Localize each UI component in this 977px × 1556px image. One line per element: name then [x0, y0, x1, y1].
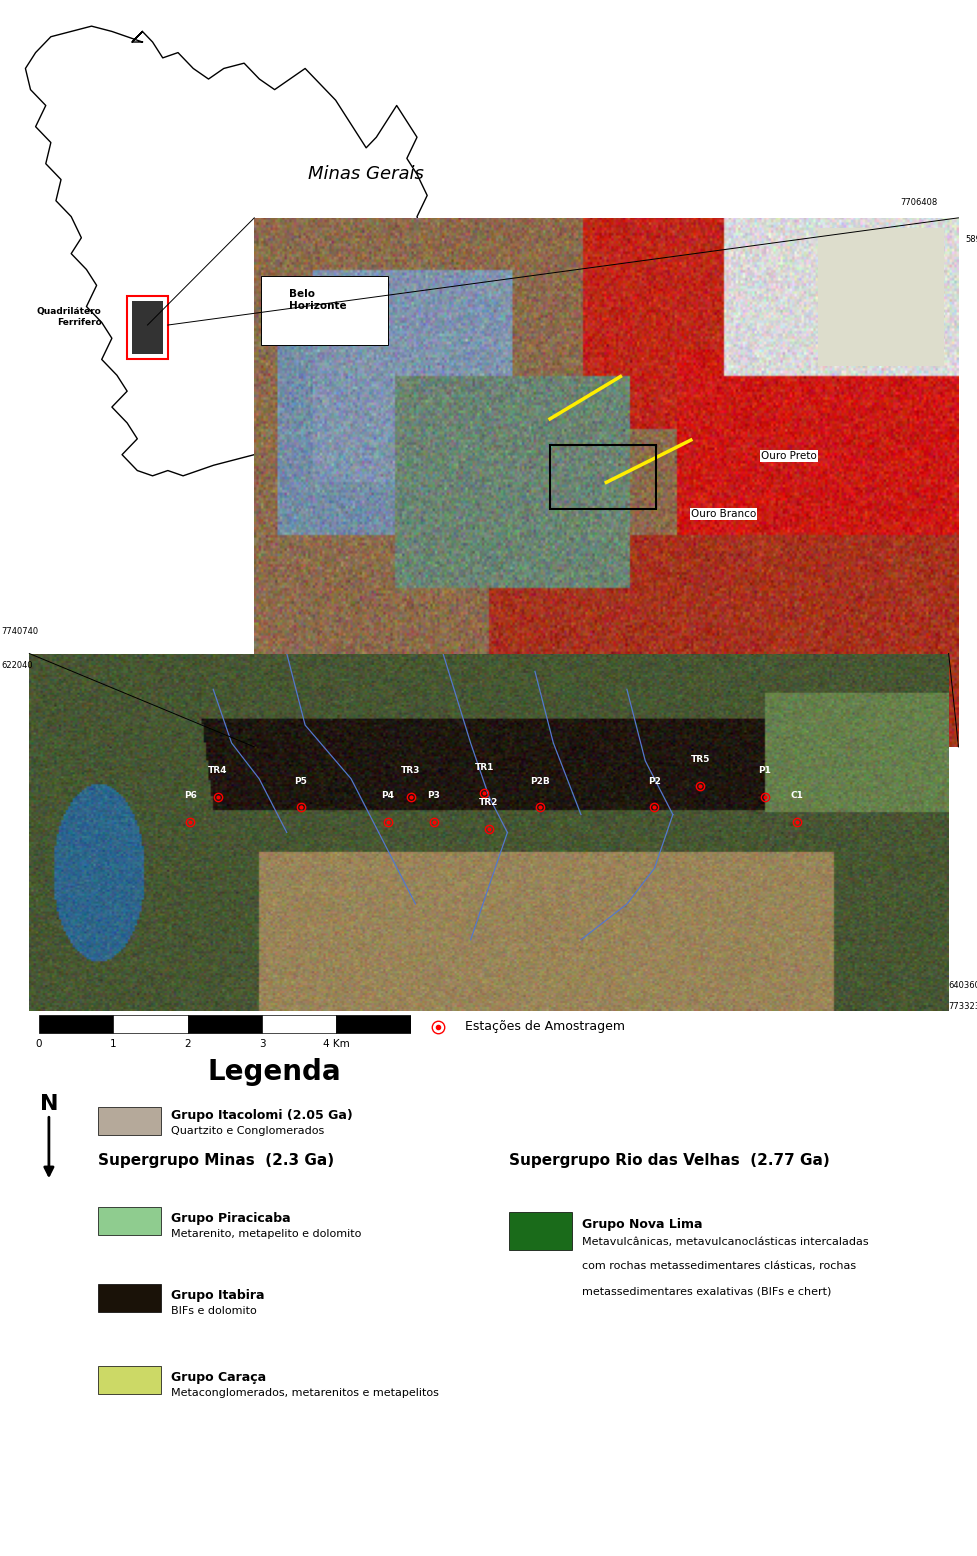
- Text: TR4: TR4: [208, 766, 228, 775]
- Text: 589037: 589037: [964, 235, 977, 243]
- Text: com rochas metassedimentares clásticas, rochas: com rochas metassedimentares clásticas, …: [581, 1262, 855, 1271]
- Bar: [113, 1015, 188, 1033]
- Text: TR2: TR2: [479, 798, 498, 808]
- Text: Supergrupo Minas  (2.3 Ga): Supergrupo Minas (2.3 Ga): [98, 1153, 333, 1169]
- Text: Grupo Caraça: Grupo Caraça: [171, 1371, 266, 1385]
- Bar: [98, 1106, 161, 1134]
- Text: BIFs e dolomito: BIFs e dolomito: [171, 1305, 257, 1315]
- Text: 7706408: 7706408: [899, 198, 936, 207]
- Text: 7823071: 7823071: [306, 795, 343, 803]
- Text: Supergrupo Rio das Velhas  (2.77 Ga): Supergrupo Rio das Velhas (2.77 Ga): [508, 1153, 828, 1169]
- Text: Minas Gerais: Minas Gerais: [308, 165, 424, 184]
- Text: Metaconglomerados, metarenitos e metapelitos: Metaconglomerados, metarenitos e metapel…: [171, 1388, 439, 1397]
- Text: 4 Km: 4 Km: [322, 1039, 350, 1049]
- Text: Quadrilátero
Ferrifero: Quadrilátero Ferrifero: [37, 308, 102, 327]
- Bar: [98, 1366, 161, 1394]
- Bar: [508, 1212, 572, 1251]
- Text: P1: P1: [757, 766, 771, 775]
- Text: Grupo Itacolomi (2.05 Ga): Grupo Itacolomi (2.05 Ga): [171, 1109, 353, 1122]
- Text: Grupo Nova Lima: Grupo Nova Lima: [581, 1218, 701, 1231]
- Text: P4: P4: [381, 792, 394, 800]
- Text: Grupo Piracicaba: Grupo Piracicaba: [171, 1212, 290, 1225]
- Text: 622040: 622040: [2, 661, 33, 669]
- Text: TR5: TR5: [690, 756, 709, 764]
- Text: 3: 3: [259, 1039, 265, 1049]
- Text: metassedimentares exalativas (BIFs e chert): metassedimentares exalativas (BIFs e che…: [581, 1287, 830, 1296]
- Text: Legenda: Legenda: [207, 1058, 340, 1086]
- Bar: [336, 1015, 410, 1033]
- Text: P6: P6: [184, 792, 196, 800]
- Text: Metarenito, metapelito e dolomito: Metarenito, metapelito e dolomito: [171, 1229, 361, 1239]
- Text: Quartzito e Conglomerados: Quartzito e Conglomerados: [171, 1127, 324, 1136]
- Text: P2: P2: [648, 776, 660, 786]
- Text: 7740740: 7740740: [2, 627, 39, 636]
- Text: Grupo Itabira: Grupo Itabira: [171, 1290, 265, 1302]
- Text: Metavulcânicas, metavulcanoclásticas intercaladas: Metavulcânicas, metavulcanoclásticas int…: [581, 1237, 868, 1246]
- Text: Belo
Horizonte: Belo Horizonte: [289, 289, 347, 311]
- Text: C1: C1: [789, 792, 802, 800]
- Text: N: N: [40, 1094, 58, 1114]
- Bar: [262, 1015, 336, 1033]
- Polygon shape: [25, 26, 427, 476]
- Text: TR1: TR1: [474, 762, 493, 772]
- Text: TR3: TR3: [401, 766, 420, 775]
- Bar: [127, 296, 168, 359]
- Text: 2: 2: [185, 1039, 191, 1049]
- Bar: [549, 445, 655, 509]
- Bar: [98, 1207, 161, 1235]
- Text: 640360: 640360: [948, 980, 977, 990]
- Text: P2B: P2B: [530, 776, 549, 786]
- Text: 0: 0: [36, 1039, 42, 1049]
- Bar: [817, 229, 944, 366]
- Text: Ouro Branco: Ouro Branco: [690, 509, 755, 520]
- Text: P5: P5: [294, 776, 307, 786]
- Text: 676408: 676408: [261, 773, 293, 783]
- Text: Ouro Preto: Ouro Preto: [760, 451, 816, 461]
- Text: 7733230: 7733230: [948, 1002, 977, 1011]
- Text: Estações de Amostragem: Estações de Amostragem: [464, 1021, 624, 1033]
- FancyBboxPatch shape: [132, 302, 162, 355]
- Text: P3: P3: [427, 792, 440, 800]
- Bar: [98, 1284, 161, 1312]
- Bar: [188, 1015, 262, 1033]
- Text: 1: 1: [110, 1039, 116, 1049]
- Bar: [39, 1015, 113, 1033]
- FancyBboxPatch shape: [261, 275, 388, 345]
